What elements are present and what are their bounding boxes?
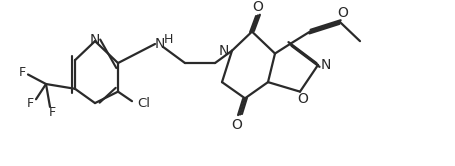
Text: N: N (320, 58, 330, 72)
Text: F: F (18, 66, 25, 79)
Text: O: O (297, 92, 308, 106)
Text: O: O (337, 5, 348, 20)
Text: O: O (231, 118, 242, 132)
Text: N: N (155, 37, 165, 51)
Text: N: N (218, 44, 229, 58)
Text: O: O (252, 0, 263, 14)
Text: N: N (90, 33, 100, 47)
Text: F: F (26, 97, 34, 110)
Text: H: H (163, 33, 172, 46)
Text: F: F (48, 106, 56, 119)
Text: Cl: Cl (137, 97, 150, 110)
